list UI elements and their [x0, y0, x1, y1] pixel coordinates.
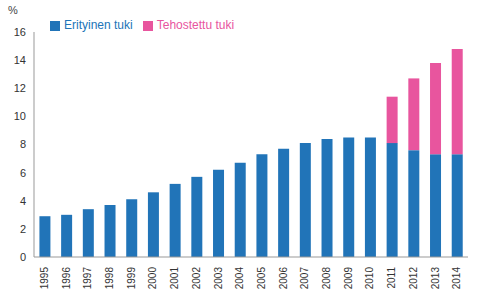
svg-text:2012: 2012 — [408, 267, 419, 290]
svg-text:6: 6 — [20, 167, 26, 179]
svg-text:1998: 1998 — [104, 267, 115, 290]
svg-text:2006: 2006 — [278, 267, 289, 290]
svg-text:2000: 2000 — [147, 267, 158, 290]
svg-text:4: 4 — [20, 195, 26, 207]
svg-text:2004: 2004 — [234, 267, 245, 290]
svg-text:2005: 2005 — [256, 267, 267, 290]
svg-text:16: 16 — [14, 26, 26, 38]
svg-text:2013: 2013 — [430, 267, 441, 290]
svg-text:1997: 1997 — [82, 267, 93, 290]
svg-text:2002: 2002 — [191, 267, 202, 290]
svg-text:2010: 2010 — [364, 267, 375, 290]
svg-text:14: 14 — [14, 54, 26, 66]
svg-text:2: 2 — [20, 223, 26, 235]
svg-text:10: 10 — [14, 110, 26, 122]
svg-text:8: 8 — [20, 138, 26, 150]
svg-text:2003: 2003 — [213, 267, 224, 290]
svg-text:1995: 1995 — [39, 267, 50, 290]
svg-text:12: 12 — [14, 82, 26, 94]
svg-text:2011: 2011 — [386, 267, 397, 289]
svg-text:2001: 2001 — [169, 267, 180, 290]
svg-text:2008: 2008 — [321, 267, 332, 290]
svg-text:2009: 2009 — [343, 267, 354, 290]
svg-text:1996: 1996 — [61, 267, 72, 290]
html-text:Tehostettu tuki: Tehostettu tuki — [156, 18, 235, 32]
html-text:Erityinen tuki: Erityinen tuki — [64, 18, 133, 32]
svg-text:1999: 1999 — [126, 267, 137, 290]
svg-text:0: 0 — [20, 251, 26, 263]
svg-text:2014: 2014 — [451, 267, 462, 290]
svg-text:2007: 2007 — [299, 267, 310, 290]
